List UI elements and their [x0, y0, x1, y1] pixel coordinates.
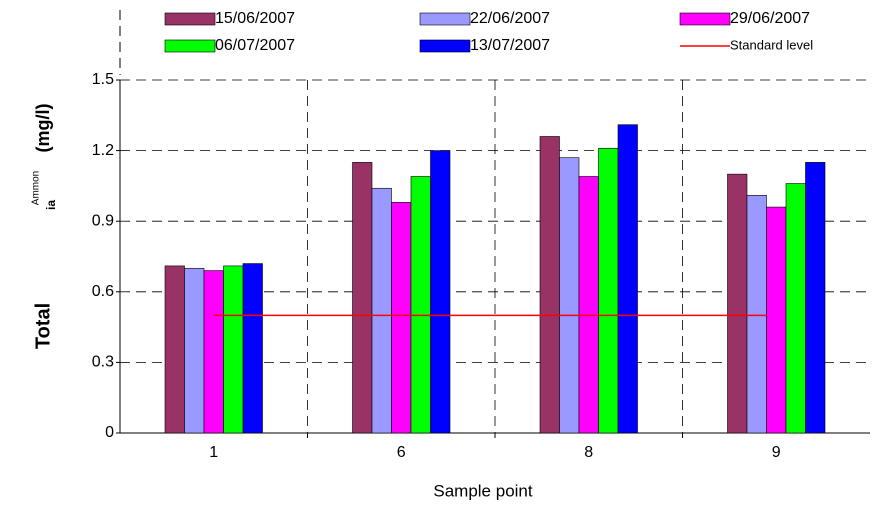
- legend-label: 22/06/2007: [470, 10, 550, 27]
- y-axis-label: ia: [44, 200, 58, 210]
- y-axis-label: Ammon: [31, 171, 42, 205]
- legend-swatch: [679, 12, 731, 26]
- legend-swatch: [419, 12, 471, 26]
- bar: [539, 136, 560, 434]
- bar: [785, 183, 806, 434]
- legend-swatch: [164, 12, 216, 26]
- bar: [805, 162, 826, 434]
- bar: [766, 206, 787, 434]
- y-tick-label: 0.6: [92, 283, 114, 300]
- y-tick-label: 0: [105, 424, 114, 441]
- y-axis-label: Total: [32, 303, 54, 349]
- bar: [617, 124, 638, 434]
- y-tick-label: 0.3: [92, 354, 114, 371]
- x-tick-label: 9: [772, 444, 781, 461]
- bar: [727, 173, 748, 434]
- bar: [578, 176, 599, 434]
- bar: [746, 195, 767, 434]
- x-tick-label: 6: [397, 444, 406, 461]
- bar: [164, 265, 185, 434]
- legend-label: Standard level: [730, 37, 813, 52]
- legend-swatch: [419, 39, 471, 53]
- bar: [203, 270, 224, 434]
- bar: [242, 263, 263, 434]
- x-tick-label: 8: [584, 444, 593, 461]
- legend-label: 06/07/2007: [215, 37, 295, 54]
- legend-swatch: [164, 39, 216, 53]
- bar: [352, 162, 373, 434]
- bar: [559, 157, 580, 434]
- y-tick-label: 1.2: [92, 142, 114, 159]
- bar: [391, 202, 412, 434]
- y-axis-label: (mg/l): [33, 104, 53, 153]
- bar: [430, 150, 451, 434]
- legend-label: 13/07/2007: [470, 37, 550, 54]
- y-tick-label: 1.5: [92, 71, 114, 88]
- bar: [184, 267, 205, 434]
- x-axis-label: Sample point: [433, 481, 533, 500]
- x-tick-label: 1: [209, 444, 218, 461]
- bar: [598, 147, 619, 434]
- legend-label: 29/06/2007: [730, 10, 810, 27]
- bar: [371, 187, 392, 434]
- bar: [223, 265, 244, 434]
- bar: [410, 176, 431, 434]
- y-tick-label: 0.9: [92, 212, 114, 229]
- legend-label: 15/06/2007: [215, 10, 295, 27]
